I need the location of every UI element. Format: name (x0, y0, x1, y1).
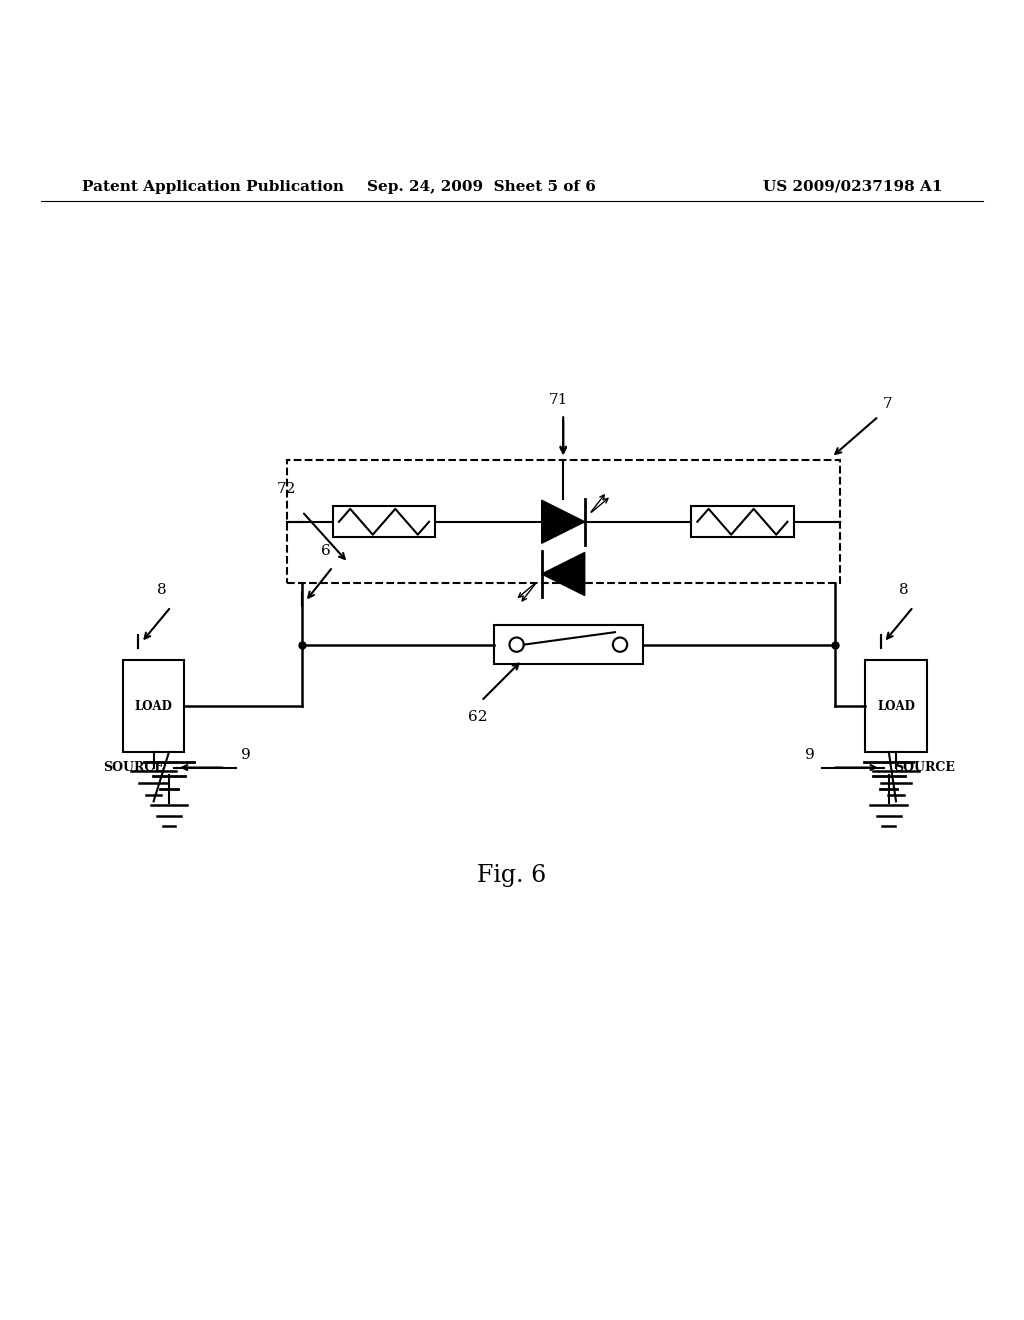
Text: 62: 62 (468, 710, 487, 725)
Bar (691, 507, 794, 537)
Text: 7: 7 (883, 397, 892, 411)
Bar (333, 507, 435, 537)
Polygon shape (542, 553, 585, 595)
Text: LOAD: LOAD (878, 700, 914, 713)
Text: Fig. 6: Fig. 6 (477, 863, 547, 887)
Bar (287, 461, 840, 583)
Text: 6: 6 (321, 544, 331, 557)
Bar (865, 660, 927, 752)
Text: 8: 8 (157, 582, 166, 597)
Text: 71: 71 (549, 393, 567, 407)
Text: SOURCE: SOURCE (103, 762, 164, 774)
Polygon shape (542, 500, 585, 544)
Text: 8: 8 (899, 582, 908, 597)
Text: Patent Application Publication: Patent Application Publication (82, 180, 344, 194)
Text: US 2009/0237198 A1: US 2009/0237198 A1 (763, 180, 942, 194)
Text: LOAD: LOAD (135, 700, 172, 713)
Text: Sep. 24, 2009  Sheet 5 of 6: Sep. 24, 2009 Sheet 5 of 6 (367, 180, 596, 194)
Bar (495, 626, 643, 664)
Text: SOURCE: SOURCE (894, 762, 954, 774)
Text: 9: 9 (241, 748, 251, 763)
Text: 72: 72 (276, 482, 296, 496)
Circle shape (510, 638, 524, 652)
Bar (123, 660, 184, 752)
Circle shape (612, 638, 627, 652)
Text: 9: 9 (805, 748, 815, 763)
